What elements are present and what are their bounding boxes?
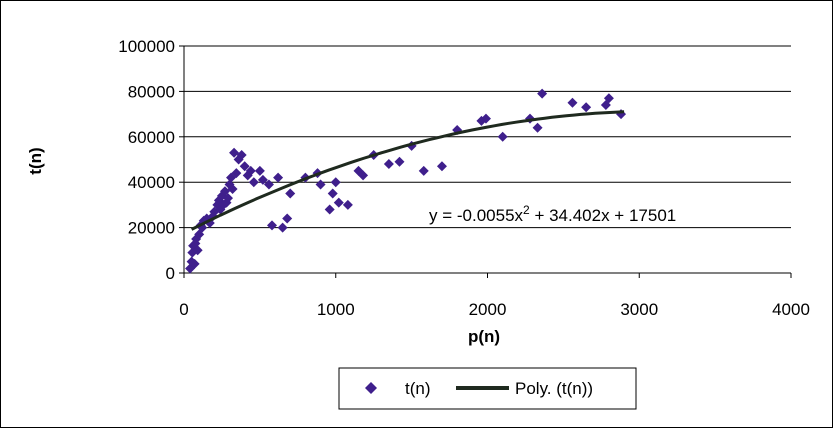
legend-label-series: t(n) bbox=[405, 379, 431, 398]
y-tick-label: 60000 bbox=[128, 128, 175, 147]
data-point bbox=[480, 113, 491, 124]
legend-box bbox=[338, 367, 637, 410]
legend-label-trendline: Poly. (t(n)) bbox=[515, 379, 593, 398]
trendline bbox=[190, 110, 625, 231]
data-point bbox=[267, 220, 278, 231]
data-point bbox=[327, 188, 338, 199]
data-point bbox=[254, 165, 265, 176]
data-point bbox=[567, 97, 578, 108]
x-tick-label: 0 bbox=[179, 300, 188, 319]
data-point bbox=[223, 193, 234, 204]
data-point bbox=[315, 179, 326, 190]
data-point bbox=[236, 149, 247, 160]
data-point bbox=[248, 177, 259, 188]
y-tick-label: 0 bbox=[166, 264, 175, 283]
y-tick-label: 20000 bbox=[128, 219, 175, 238]
y-tick-label: 80000 bbox=[128, 82, 175, 101]
gridlines bbox=[184, 45, 791, 229]
y-tick-labels: 0 20000 40000 60000 80000 100000 bbox=[118, 37, 184, 283]
y-tick-label: 100000 bbox=[118, 37, 175, 56]
trendline-equation: y = -0.0055x2 + 34.402x + 17501 bbox=[429, 203, 676, 225]
data-point bbox=[192, 245, 203, 256]
data-point bbox=[239, 161, 250, 172]
x-tick-label: 3000 bbox=[620, 300, 658, 319]
data-point bbox=[257, 174, 268, 185]
data-point bbox=[277, 222, 288, 233]
data-point bbox=[285, 188, 296, 199]
y-axis-title: t(n) bbox=[26, 147, 45, 174]
legend: t(n) Poly. (t(n)) bbox=[338, 367, 637, 410]
data-point bbox=[227, 184, 238, 195]
data-point bbox=[189, 258, 200, 269]
data-point bbox=[231, 168, 242, 179]
data-point bbox=[436, 161, 447, 172]
trendline-layer bbox=[190, 110, 625, 231]
scatter-points bbox=[185, 88, 627, 274]
data-point bbox=[273, 172, 284, 183]
data-point bbox=[263, 179, 274, 190]
x-axis-title: p(n) bbox=[468, 327, 500, 346]
data-point bbox=[333, 197, 344, 208]
data-point bbox=[282, 213, 293, 224]
data-point bbox=[324, 204, 335, 215]
data-point bbox=[229, 147, 240, 158]
data-point bbox=[537, 88, 548, 99]
data-point bbox=[383, 159, 394, 170]
data-point bbox=[581, 102, 592, 113]
data-point bbox=[358, 170, 369, 181]
data-point bbox=[394, 156, 405, 167]
x-tick-labels: 0 1000 2000 3000 4000 bbox=[179, 273, 810, 319]
data-point bbox=[330, 177, 341, 188]
data-point bbox=[603, 93, 614, 104]
data-point bbox=[532, 122, 543, 133]
x-tick-label: 2000 bbox=[469, 300, 507, 319]
x-tick-label: 1000 bbox=[317, 300, 355, 319]
y-tick-label: 40000 bbox=[128, 173, 175, 192]
x-tick-label: 4000 bbox=[772, 300, 810, 319]
data-point bbox=[418, 165, 429, 176]
data-point bbox=[497, 131, 508, 142]
legend-marker-diamond bbox=[365, 382, 377, 394]
data-point bbox=[342, 199, 353, 210]
data-point bbox=[245, 165, 256, 176]
